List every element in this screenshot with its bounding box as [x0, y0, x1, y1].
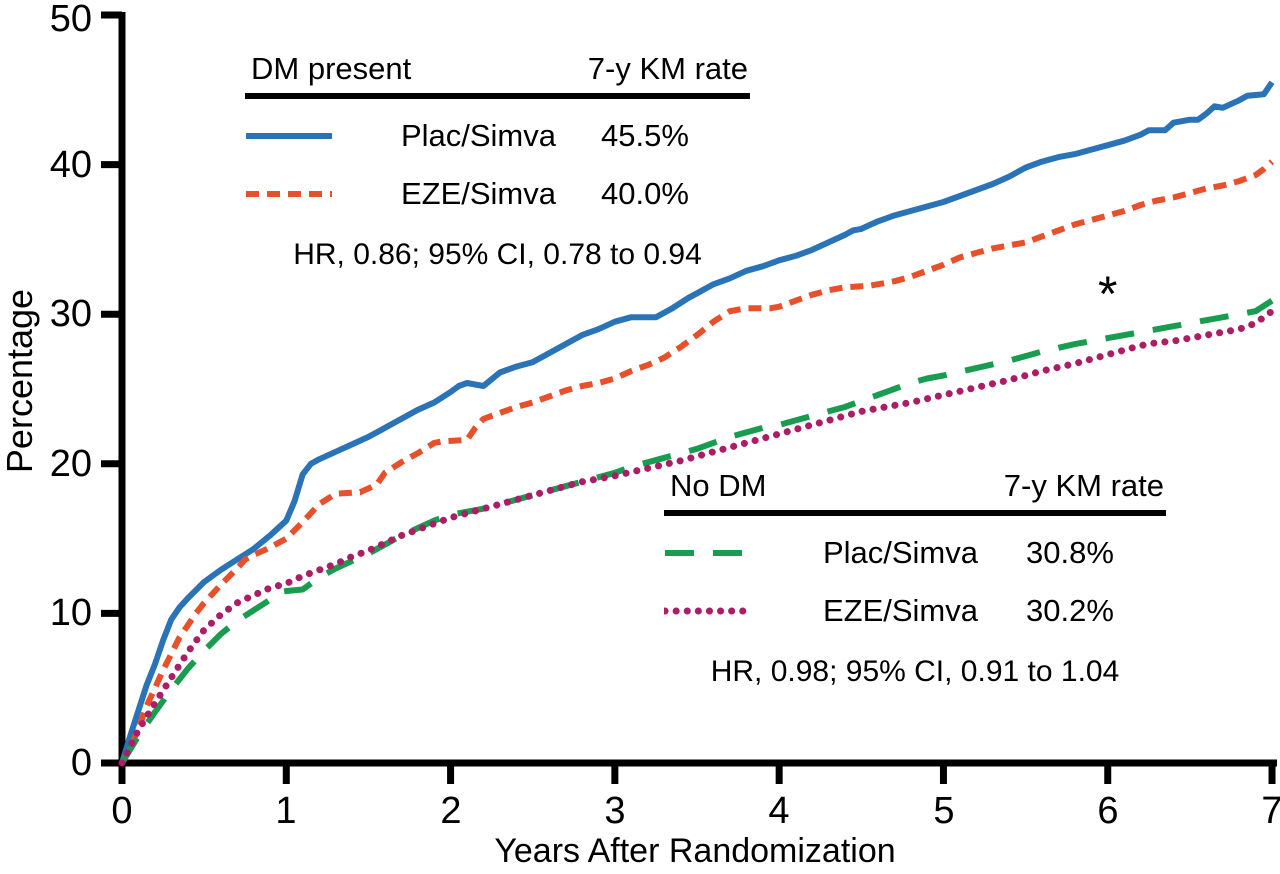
legend-no-dm: No DM 7-y KM rate Plac/Simva 30.8% EZE/S…: [664, 467, 1166, 690]
y-axis-title: Percentage: [0, 288, 40, 474]
x-tick-label: 0: [111, 790, 133, 832]
series-line-0: [119, 80, 1275, 764]
legend-header: DM present 7-y KM rate: [245, 50, 750, 88]
long-dash-line-swatch: [665, 550, 751, 556]
x-tick-label: 6: [1097, 790, 1119, 832]
legend-series-value: 30.2%: [1026, 593, 1114, 628]
x-tick-label: 2: [440, 790, 462, 832]
legend-header: No DM 7-y KM rate: [664, 467, 1166, 505]
dotted-line-swatch: [664, 607, 752, 615]
hazard-ratio-annotation: HR, 0.86; 95% CI, 0.78 to 0.94: [293, 238, 702, 271]
x-tick-label: 7: [1261, 790, 1280, 832]
asterisk-annotation: *: [1098, 266, 1117, 322]
x-axis-title: Years After Randomization: [494, 832, 896, 870]
x-tick-label: 1: [275, 790, 297, 832]
legend-series-label: Plac/Simva: [400, 118, 556, 153]
dashed-line-swatch: [246, 191, 332, 197]
legend-series-label: EZE/Simva: [400, 176, 556, 211]
legend-series-value: 40.0%: [601, 176, 689, 211]
y-tick-label: 50: [49, 0, 92, 40]
legend-underline: [664, 510, 1166, 516]
legend-series-label: EZE/Simva: [822, 593, 978, 628]
legend-series-label: Plac/Simva: [822, 535, 978, 570]
x-tick-label: 3: [604, 790, 626, 832]
solid-line-swatch: [246, 133, 332, 139]
legend-row: Plac/Simva 45.5%: [245, 107, 750, 165]
legend-series-value: 30.8%: [1026, 535, 1114, 570]
legend-rate-header: 7-y KM rate: [1003, 468, 1164, 503]
legend-series-value: 45.5%: [601, 118, 689, 153]
legend-group-title: No DM: [670, 468, 767, 503]
y-tick-label: 0: [70, 742, 92, 784]
legend-dm-present: DM present 7-y KM rate Plac/Simva 45.5% …: [245, 50, 750, 273]
legend-row: EZE/Simva 40.0%: [245, 165, 750, 223]
legend-group-title: DM present: [251, 51, 412, 86]
series-line-3: [118, 307, 1276, 767]
series-line-1: [119, 159, 1275, 765]
y-tick-label: 30: [49, 293, 92, 335]
legend-row: Plac/Simva 30.8%: [664, 524, 1166, 582]
legend-rate-header: 7-y KM rate: [587, 51, 748, 86]
legend-underline: [245, 93, 750, 99]
x-tick-label: 5: [933, 790, 955, 832]
legend-row: EZE/Simva 30.2%: [664, 582, 1166, 640]
x-tick-label: 4: [768, 790, 790, 832]
y-tick-label: 10: [49, 592, 92, 634]
y-tick-label: 20: [49, 443, 92, 485]
hazard-ratio-annotation: HR, 0.98; 95% CI, 0.91 to 1.04: [710, 655, 1120, 688]
y-tick-label: 40: [49, 144, 92, 186]
series-line-2: [119, 298, 1274, 765]
